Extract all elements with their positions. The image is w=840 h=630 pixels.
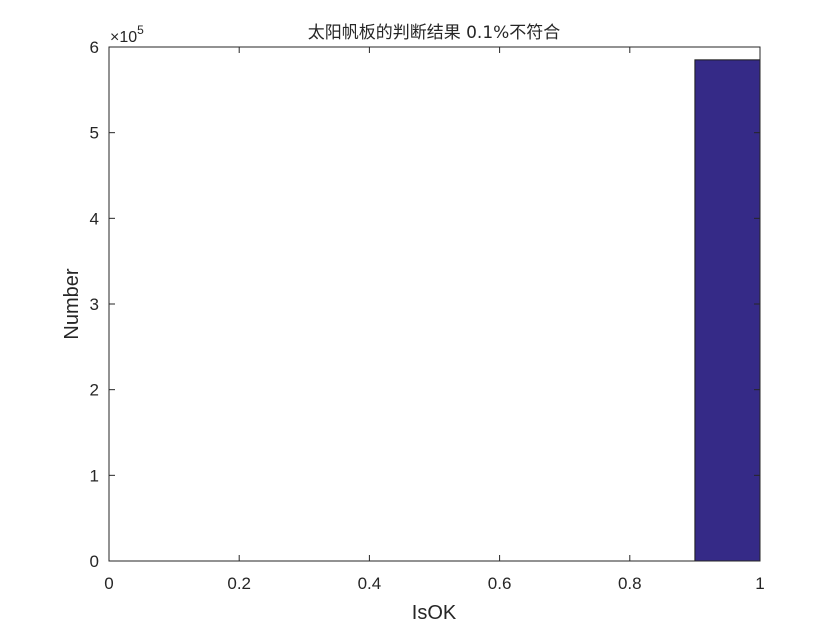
- y-axis-multiplier: ×105: [110, 23, 144, 46]
- y-tick-label: 1: [90, 466, 99, 485]
- y-tick-label: 2: [90, 381, 99, 400]
- y-tick-label: 6: [90, 38, 99, 57]
- x-axis-ticks: 0 0.2 0.4 0.6 0.8 1: [104, 47, 765, 593]
- y-axis-label: Number: [61, 268, 83, 339]
- x-tick-label: 0.4: [358, 574, 382, 593]
- y-axis-ticks: 0 1 2 3 4 5 6: [90, 38, 760, 571]
- multiplier-base: ×10: [110, 29, 137, 46]
- bars-group: [694, 59, 761, 562]
- y-tick-label: 3: [90, 295, 99, 314]
- x-tick-label: 0.6: [488, 574, 512, 593]
- x-axis-label: IsOK: [412, 602, 457, 624]
- x-tick-label: 0.2: [227, 574, 251, 593]
- y-tick-label: 5: [90, 124, 99, 143]
- x-tick-label: 0.8: [618, 574, 642, 593]
- x-tick-label: 0: [104, 574, 113, 593]
- histogram-bar-0: [694, 59, 761, 562]
- y-tick-label: 4: [90, 209, 99, 228]
- chart-title: 太阳帆板的判断结果 0.1%不符合: [308, 23, 561, 43]
- x-tick-label: 1: [755, 574, 764, 593]
- multiplier-exponent: 5: [137, 23, 144, 37]
- y-tick-label: 0: [90, 552, 99, 571]
- plot-area: [109, 47, 760, 561]
